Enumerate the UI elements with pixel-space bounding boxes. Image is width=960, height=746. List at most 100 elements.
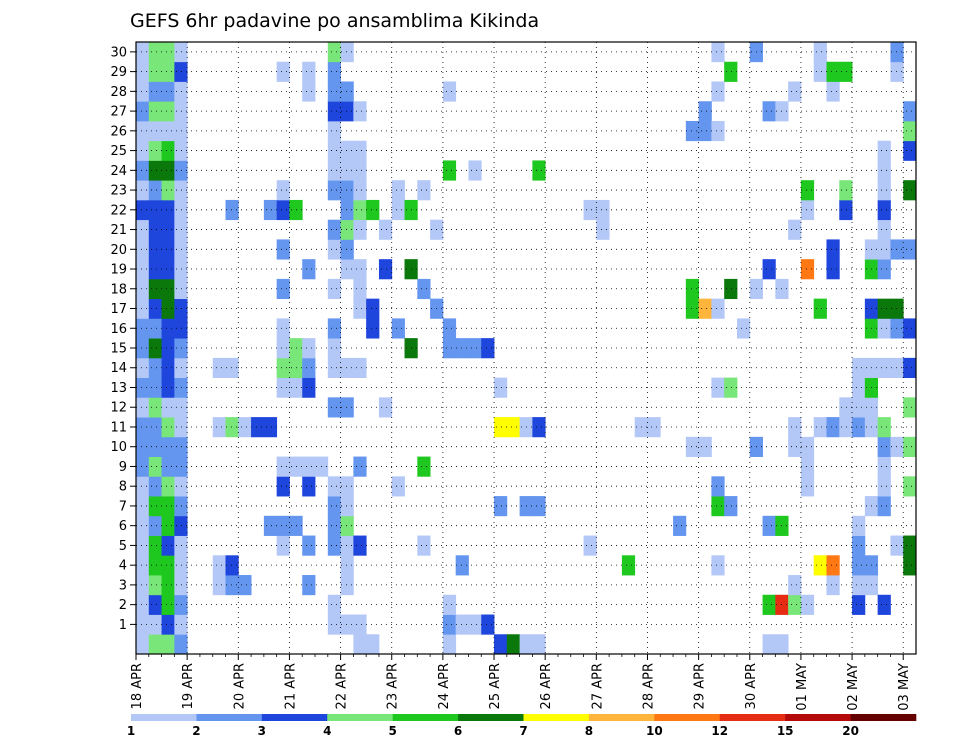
heatmap-cell (353, 278, 367, 300)
heatmap-cell (148, 515, 162, 536)
heatmap-cell (340, 199, 354, 221)
heatmap-cell (136, 397, 150, 418)
heatmap-cell (174, 199, 188, 221)
heatmap-cell (442, 160, 457, 181)
heatmap-cell (813, 61, 827, 82)
heatmap-cell (161, 278, 175, 300)
heatmap-cell (852, 535, 866, 556)
heatmap-cell (826, 417, 840, 438)
heatmap-cell (148, 160, 162, 181)
heatmap-cell (212, 357, 226, 379)
x-tick-label: 20 APR (232, 663, 247, 709)
heatmap-cell (161, 555, 175, 576)
heatmap-cell (238, 575, 252, 596)
heatmap-cell (839, 180, 853, 201)
heatmap-cell (174, 219, 188, 240)
heatmap-cell (353, 259, 367, 280)
heatmap-cell (276, 180, 290, 201)
heatmap-cell (276, 338, 290, 359)
heatmap-cell (839, 199, 853, 221)
heatmap-cell (775, 634, 789, 655)
heatmap-cell (302, 61, 316, 82)
heatmap-cell (724, 496, 738, 517)
heatmap-cell (225, 199, 239, 221)
heatmap-cell (532, 160, 546, 181)
legend-swatch (654, 714, 721, 721)
heatmap-cell (136, 61, 150, 82)
heatmap-cell (225, 357, 239, 379)
heatmap-cell (276, 199, 290, 221)
heatmap-cell (417, 535, 431, 556)
heatmap-cell (238, 417, 252, 438)
heatmap-cell (340, 397, 354, 418)
y-tick-label: 3 (119, 578, 127, 593)
heatmap-cell (174, 535, 188, 556)
heatmap-cell (583, 199, 597, 221)
heatmap-cell (161, 180, 175, 201)
heatmap-cell (136, 318, 150, 339)
heatmap-cell (698, 436, 712, 457)
heatmap-cell (826, 239, 840, 260)
heatmap-cell (148, 417, 162, 438)
heatmap-cell (327, 397, 341, 418)
heatmap-cell (174, 180, 188, 201)
heatmap-cell (136, 101, 150, 122)
heatmap-cell (417, 180, 431, 201)
heatmap-cell (225, 417, 239, 438)
heatmap-cell (327, 42, 341, 63)
heatmap-cell (161, 594, 175, 615)
heatmap-cell (839, 417, 853, 438)
heatmap-cell (161, 515, 175, 536)
heatmap-cell (813, 555, 827, 576)
heatmap-cell (174, 120, 188, 142)
heatmap-cell (481, 614, 495, 635)
heatmap-cell (788, 417, 802, 438)
heatmap-cell (161, 120, 175, 142)
heatmap-cell (711, 496, 725, 517)
heatmap-cell (353, 101, 367, 122)
heatmap-cell (161, 219, 175, 240)
heatmap-cell (174, 338, 188, 359)
heatmap-cell (468, 614, 482, 635)
heatmap-cell (174, 278, 188, 300)
heatmap-cell (340, 239, 354, 260)
heatmap-cell (327, 614, 341, 635)
heatmap-cell (161, 298, 175, 319)
legend-label: 12 (711, 724, 728, 738)
heatmap-cell (877, 160, 891, 181)
heatmap-cell (494, 377, 508, 398)
heatmap-cell (161, 81, 175, 102)
heatmap-cell (800, 456, 815, 477)
heatmap-cell (174, 239, 188, 260)
heatmap-cell (327, 357, 341, 379)
heatmap-cell (136, 634, 150, 655)
heatmap-cell (276, 239, 290, 260)
x-tick-label: 28 APR (641, 663, 656, 709)
y-tick-label: 11 (110, 420, 127, 435)
heatmap-cell (148, 318, 162, 339)
heatmap-cell (161, 199, 175, 221)
heatmap-cell (340, 140, 354, 161)
heatmap-cell (813, 42, 827, 63)
heatmap-cell (136, 614, 150, 635)
y-tick-label: 20 (110, 243, 127, 258)
heatmap-cell (161, 417, 175, 438)
heatmap-cell (762, 634, 776, 655)
heatmap-cell (877, 318, 891, 339)
heatmap-cell (136, 436, 150, 457)
heatmap-cell (161, 101, 175, 122)
x-tick-label: 19 APR (181, 663, 196, 709)
heatmap-cell (826, 259, 840, 280)
heatmap-cell (174, 555, 188, 576)
y-tick-label: 26 (110, 124, 127, 139)
heatmap-cell (340, 496, 354, 517)
heatmap-cell (826, 81, 840, 102)
heatmap-cell (148, 219, 162, 240)
heatmap-cell (532, 634, 546, 655)
heatmap-cell (161, 436, 175, 457)
heatmap-cell (685, 278, 700, 300)
heatmap-cell (148, 61, 162, 82)
heatmap-cell (366, 298, 380, 319)
heatmap-cell (327, 338, 341, 359)
